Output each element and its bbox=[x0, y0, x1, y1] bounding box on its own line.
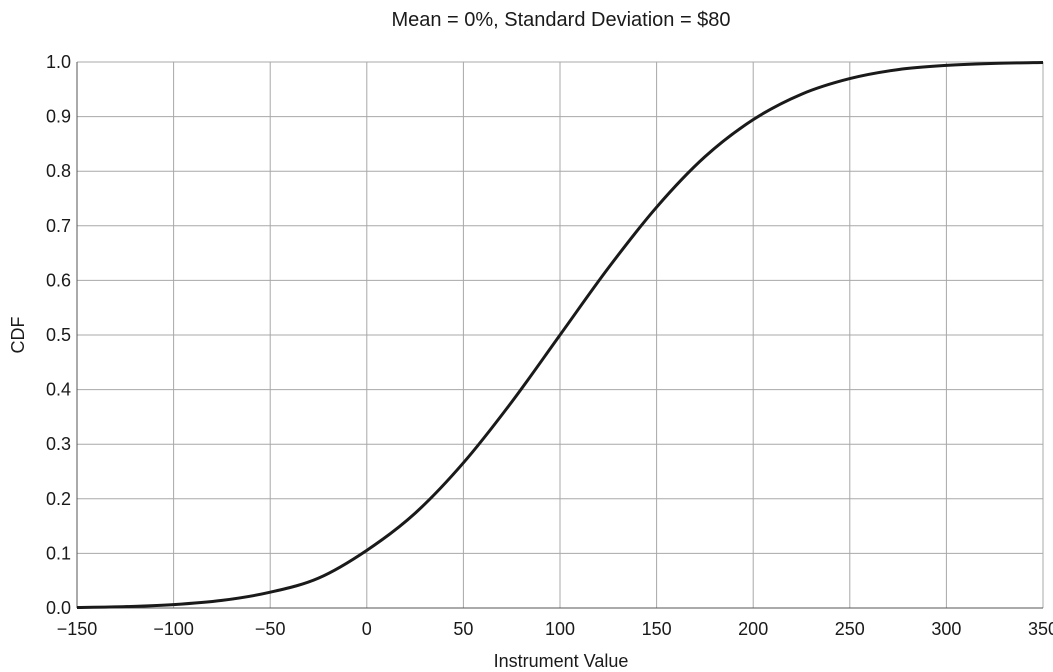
x-tick-label: 300 bbox=[931, 619, 961, 639]
y-tick-label: 1.0 bbox=[46, 52, 71, 72]
x-tick-label: 0 bbox=[362, 619, 372, 639]
y-axis-label: CDF bbox=[8, 317, 28, 354]
x-tick-label: 100 bbox=[545, 619, 575, 639]
y-tick-label: 0.8 bbox=[46, 161, 71, 181]
x-axis-label: Instrument Value bbox=[494, 651, 629, 671]
y-tick-label: 0.2 bbox=[46, 489, 71, 509]
series-layer bbox=[76, 60, 1044, 610]
x-tick-label: 250 bbox=[835, 619, 865, 639]
chart-title: Mean = 0%, Standard Deviation = $80 bbox=[391, 9, 730, 31]
y-tick-label: 0.1 bbox=[46, 543, 71, 563]
y-tick-label: 0.5 bbox=[46, 325, 71, 345]
y-tick-label: 0.7 bbox=[46, 216, 71, 236]
tick-labels: −150 −100 −50 0 50 100 150 200 250 300 350 0.0 0.1 0.… bbox=[46, 52, 1053, 639]
x-tick-label: 350 bbox=[1028, 619, 1053, 639]
x-tick-label: 150 bbox=[642, 619, 672, 639]
y-tick-label: 0.3 bbox=[46, 434, 71, 454]
x-tick-label: 200 bbox=[738, 619, 768, 639]
axes bbox=[76, 62, 1043, 609]
y-tick-label: 0.6 bbox=[46, 270, 71, 290]
x-tick-label: −50 bbox=[255, 619, 286, 639]
x-tick-label: −150 bbox=[57, 619, 98, 639]
x-tick-label: 50 bbox=[453, 619, 473, 639]
cdf-series-line bbox=[76, 60, 1044, 610]
y-tick-label: 0.0 bbox=[46, 598, 71, 618]
y-tick-label: 0.9 bbox=[46, 107, 71, 127]
y-tick-label: 0.4 bbox=[46, 380, 71, 400]
x-tick-label: −100 bbox=[153, 619, 194, 639]
